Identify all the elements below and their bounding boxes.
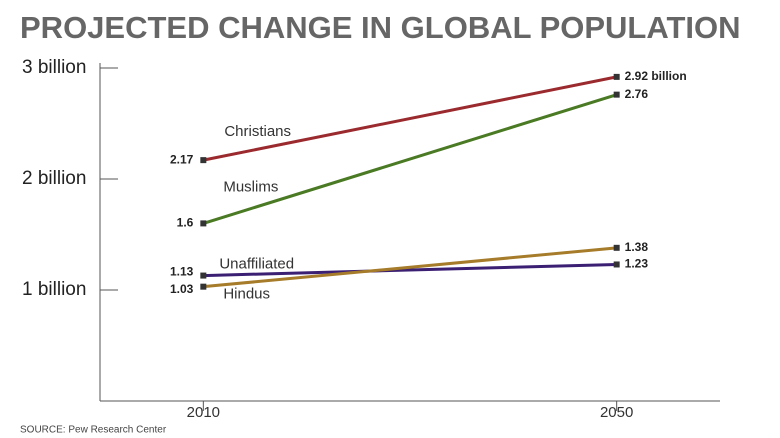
series-label: Muslims xyxy=(223,178,278,195)
x-tick-label: 2050 xyxy=(600,404,633,421)
value-label: 2.92 billion xyxy=(625,69,687,83)
value-label: 1.38 xyxy=(625,240,649,254)
x-tick-label: 2010 xyxy=(187,404,220,421)
chart-title: PROJECTED CHANGE IN GLOBAL POPULATION xyxy=(20,10,741,45)
value-label: 1.6 xyxy=(177,216,194,230)
series-label: Unaffiliated xyxy=(219,256,294,273)
line xyxy=(203,262,617,278)
series-label: Hindus xyxy=(223,286,270,303)
source: SOURCE: Pew Research Center xyxy=(20,425,167,436)
line xyxy=(203,246,617,289)
point xyxy=(613,244,620,251)
point xyxy=(613,261,620,268)
line xyxy=(202,93,618,225)
series-label: Christians xyxy=(224,123,291,140)
point xyxy=(200,283,207,290)
point xyxy=(200,157,207,164)
line xyxy=(203,75,617,162)
y-tick-label: 3 billion xyxy=(22,57,86,78)
value-label: 1.13 xyxy=(170,265,194,279)
point xyxy=(200,220,207,227)
value-label: 2.17 xyxy=(170,152,194,166)
value-label: 1.23 xyxy=(625,257,649,271)
point xyxy=(613,91,620,98)
value-label: 1.03 xyxy=(170,282,194,296)
value-label: 2.76 xyxy=(625,87,649,101)
point xyxy=(200,272,207,279)
y-tick-label: 1 billion xyxy=(22,279,86,300)
point xyxy=(613,73,620,80)
y-tick-label: 2 billion xyxy=(22,168,86,189)
